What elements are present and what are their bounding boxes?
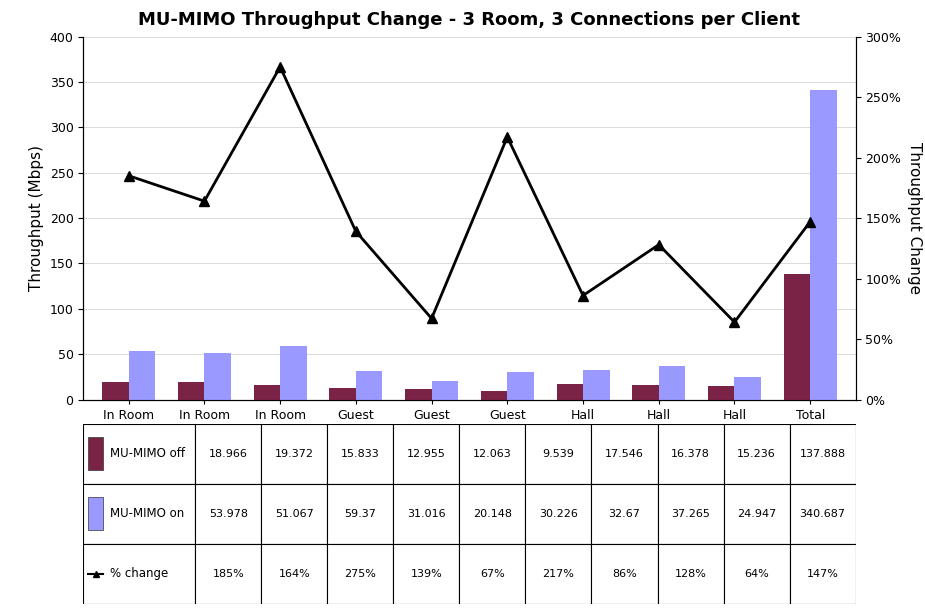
Text: MU-MIMO on: MU-MIMO on — [110, 508, 184, 520]
Bar — [734, 377, 761, 400]
Bar — [280, 346, 306, 400]
Text: 19.372: 19.372 — [275, 449, 314, 459]
Text: 53.978: 53.978 — [209, 509, 248, 519]
Bar — [88, 497, 104, 531]
Bar — [327, 544, 393, 604]
Title: MU-MIMO Throughput Change - 3 Room, 3 Connections per Client: MU-MIMO Throughput Change - 3 Room, 3 Co… — [139, 12, 800, 29]
Y-axis label: Throughput (Mbps): Throughput (Mbps) — [29, 145, 44, 291]
Bar — [261, 484, 327, 544]
Bar — [83, 424, 195, 484]
Text: % change: % change — [110, 567, 168, 580]
Bar — [195, 484, 261, 544]
Bar — [460, 424, 525, 484]
Text: 16.378: 16.378 — [672, 449, 710, 459]
Bar — [591, 424, 658, 484]
Bar — [102, 382, 129, 400]
Text: 185%: 185% — [213, 569, 244, 579]
Text: 128%: 128% — [674, 569, 707, 579]
Text: 12.063: 12.063 — [473, 449, 512, 459]
Text: 9.539: 9.539 — [543, 449, 574, 459]
Bar — [460, 544, 525, 604]
Bar — [83, 544, 195, 604]
Bar — [790, 424, 856, 484]
Bar — [525, 484, 591, 544]
Text: 275%: 275% — [344, 569, 376, 579]
Text: 86%: 86% — [612, 569, 637, 579]
Bar — [88, 437, 104, 470]
Text: 137.888: 137.888 — [799, 449, 845, 459]
Bar — [393, 484, 460, 544]
Bar — [810, 90, 837, 400]
Bar — [460, 484, 525, 544]
Text: MU-MIMO off: MU-MIMO off — [110, 448, 185, 461]
Bar — [329, 388, 356, 400]
Y-axis label: Throughput Change: Throughput Change — [907, 142, 922, 294]
Text: 147%: 147% — [807, 569, 839, 579]
Bar — [432, 381, 458, 400]
Text: 67%: 67% — [480, 569, 505, 579]
Bar — [178, 382, 204, 400]
Bar — [393, 424, 460, 484]
Bar — [658, 544, 723, 604]
Bar — [393, 544, 460, 604]
Bar — [253, 385, 280, 400]
Bar — [591, 544, 658, 604]
Bar — [261, 424, 327, 484]
Text: 20.148: 20.148 — [473, 509, 512, 519]
Text: 30.226: 30.226 — [539, 509, 578, 519]
Bar — [129, 351, 155, 400]
Bar — [658, 484, 723, 544]
Bar — [783, 274, 810, 400]
Bar — [195, 424, 261, 484]
Bar — [723, 424, 790, 484]
Text: 59.37: 59.37 — [344, 509, 376, 519]
Bar — [327, 484, 393, 544]
Bar — [723, 544, 790, 604]
Text: 139%: 139% — [411, 569, 442, 579]
Bar — [507, 372, 534, 400]
Bar — [525, 544, 591, 604]
Bar — [327, 424, 393, 484]
Bar — [261, 544, 327, 604]
Bar — [356, 371, 382, 400]
Text: 15.833: 15.833 — [341, 449, 380, 459]
Text: 217%: 217% — [543, 569, 574, 579]
Bar — [723, 484, 790, 544]
Bar — [204, 353, 231, 400]
Bar — [583, 370, 610, 400]
Text: 37.265: 37.265 — [672, 509, 710, 519]
Bar — [405, 389, 432, 400]
Text: 164%: 164% — [278, 569, 310, 579]
Bar — [658, 424, 723, 484]
Text: 24.947: 24.947 — [737, 509, 776, 519]
Bar — [708, 386, 734, 400]
Text: 12.955: 12.955 — [407, 449, 446, 459]
Text: 17.546: 17.546 — [605, 449, 644, 459]
Text: 51.067: 51.067 — [275, 509, 314, 519]
Text: 15.236: 15.236 — [737, 449, 776, 459]
Bar — [525, 424, 591, 484]
Text: 18.966: 18.966 — [209, 449, 248, 459]
Text: 340.687: 340.687 — [799, 509, 845, 519]
Text: 32.67: 32.67 — [609, 509, 640, 519]
Text: 64%: 64% — [745, 569, 769, 579]
Bar — [83, 484, 195, 544]
Text: 31.016: 31.016 — [407, 509, 446, 519]
Bar — [591, 484, 658, 544]
Bar — [659, 366, 685, 400]
Bar — [195, 544, 261, 604]
Bar — [790, 484, 856, 544]
Bar — [557, 384, 583, 400]
Bar — [633, 385, 659, 400]
Bar — [481, 391, 507, 400]
Bar — [790, 544, 856, 604]
